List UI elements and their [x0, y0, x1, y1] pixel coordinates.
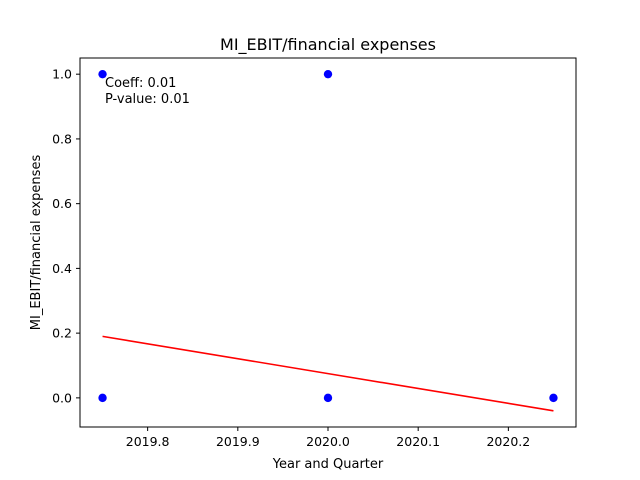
x-tick-label: 2019.9 [216, 434, 260, 449]
y-tick-label: 1.0 [52, 67, 72, 82]
annotation-line: P-value: 0.01 [105, 92, 190, 107]
data-point [98, 393, 107, 403]
annotation-line: Coeff: 0.01 [105, 76, 176, 91]
chart-title: MI_EBIT/financial expenses [220, 35, 436, 55]
data-point [323, 69, 333, 79]
data-point [98, 69, 107, 79]
data-point [549, 393, 558, 403]
x-tick-label: 2020.2 [486, 434, 530, 449]
y-tick-label: 0.6 [52, 196, 72, 211]
x-axis-label: Year and Quarter [272, 457, 384, 472]
data-point [323, 393, 333, 403]
x-tick-label: 2019.8 [126, 434, 170, 449]
y-axis-label: MI_EBIT/financial expenses [29, 155, 44, 331]
y-tick-label: 0.8 [52, 131, 72, 146]
plot-frame [79, 57, 577, 428]
y-tick-label: 0.2 [52, 326, 72, 341]
y-tick-label: 0.0 [52, 390, 72, 405]
trend-line [102, 335, 554, 412]
x-tick-label: 2020.0 [306, 434, 350, 449]
y-tick-label: 0.4 [52, 261, 72, 276]
x-tick-label: 2020.1 [396, 434, 440, 449]
